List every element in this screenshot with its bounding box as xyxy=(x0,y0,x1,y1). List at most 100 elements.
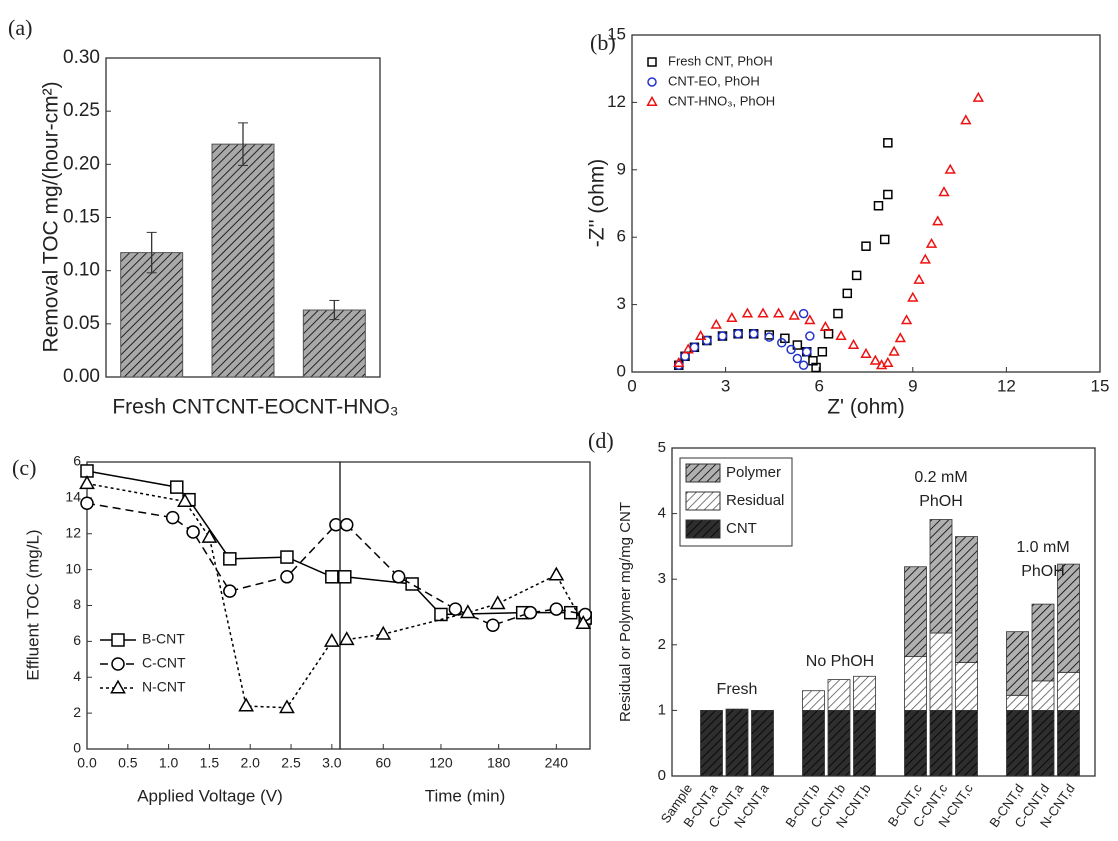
x-tick-label: 2.0 xyxy=(240,755,260,771)
x-tick-label: 15 xyxy=(1091,376,1110,395)
data-point xyxy=(888,345,900,356)
y-tick-label: 12 xyxy=(607,92,626,111)
x-tick-label: 3 xyxy=(721,376,730,395)
data-point xyxy=(405,577,419,591)
y-tick-label: 6 xyxy=(73,453,81,469)
data-point xyxy=(733,329,743,339)
data-point xyxy=(873,200,884,211)
data-point xyxy=(575,615,592,629)
legend-label: C-CNT xyxy=(142,655,186,671)
annotation: PhOH xyxy=(1021,563,1065,580)
x-tick-label: 240 xyxy=(545,755,569,771)
legend-marker xyxy=(646,95,658,106)
bar-segment xyxy=(1031,680,1055,711)
y-tick-label: 6 xyxy=(617,227,626,246)
data-point xyxy=(748,329,759,339)
data-point xyxy=(900,314,913,325)
bar-segment xyxy=(929,632,953,711)
y-tick-label: 0.15 xyxy=(63,207,100,228)
data-point xyxy=(907,291,919,302)
data-point xyxy=(280,550,294,564)
legend-marker xyxy=(647,57,657,67)
data-point xyxy=(280,570,294,584)
data-point xyxy=(883,138,893,148)
data-point xyxy=(786,344,796,355)
legend-marker xyxy=(647,77,657,87)
data-point xyxy=(391,570,406,584)
y-axis-label: Removal TOC mg/(hour-cm²) xyxy=(40,81,63,352)
annotation: Fresh xyxy=(717,681,758,698)
bar-segment xyxy=(904,566,927,658)
data-point xyxy=(882,356,894,367)
data-point xyxy=(835,329,847,341)
data-point xyxy=(883,189,893,200)
x-tick-label: 9 xyxy=(908,376,917,395)
y-tick-label: 1 xyxy=(658,701,666,718)
data-point xyxy=(913,273,925,284)
y-tick-label: 5 xyxy=(658,439,666,456)
data-point xyxy=(486,618,500,632)
y-tick-label: 14 xyxy=(65,489,81,505)
legend-marker xyxy=(111,633,125,647)
y-tick-label: 0 xyxy=(617,361,626,380)
data-point xyxy=(186,525,200,539)
data-point xyxy=(960,114,972,125)
y-tick-label: 0.05 xyxy=(63,313,100,334)
y-tick-label: 3 xyxy=(617,294,626,313)
x-tick-label: CNT-HNO₃ xyxy=(294,396,398,419)
plot-frame xyxy=(86,461,341,750)
x-tick-label: 3.0 xyxy=(322,755,342,771)
bar-segment xyxy=(700,710,723,777)
bar-segment xyxy=(751,710,774,777)
bar-segment xyxy=(827,710,851,777)
data-point xyxy=(833,308,843,319)
data-point xyxy=(925,237,938,248)
data-point xyxy=(323,632,340,647)
y-tick-label: 0 xyxy=(658,767,666,784)
x-axis-label: Z' (ohm) xyxy=(827,396,905,419)
series-line xyxy=(86,470,333,578)
data-point xyxy=(801,347,812,357)
panel-label: (a) xyxy=(8,15,32,40)
data-point xyxy=(223,584,237,598)
bar-segment xyxy=(1031,603,1055,682)
plot-frame xyxy=(671,447,1096,777)
data-point xyxy=(523,605,538,620)
bar-segment xyxy=(1057,671,1080,711)
y-tick-label: 3 xyxy=(658,570,666,587)
bar-segment xyxy=(1006,694,1029,711)
data-point xyxy=(757,307,769,318)
data-point xyxy=(798,360,809,371)
data-point xyxy=(808,356,818,366)
data-point xyxy=(549,602,564,616)
y-tick-label: 0.00 xyxy=(63,366,100,387)
data-point xyxy=(792,353,803,364)
x-tick-label: 2.5 xyxy=(281,755,301,771)
x-tick-label: 1.5 xyxy=(200,755,220,771)
x-tick-label: 120 xyxy=(429,755,453,771)
bar-segment xyxy=(929,710,953,777)
bar xyxy=(211,143,275,378)
bar-segment xyxy=(802,690,825,711)
bar-segment xyxy=(802,710,825,777)
y-tick-label: 0.20 xyxy=(63,153,100,174)
x-tick-label: CNT-EO xyxy=(215,396,294,419)
bar xyxy=(302,309,366,378)
y-tick-label: 12 xyxy=(65,524,81,540)
data-point xyxy=(772,307,785,318)
data-point xyxy=(279,699,295,714)
data-point xyxy=(434,607,448,622)
data-point xyxy=(879,234,890,245)
panel-label: (b) xyxy=(590,30,616,55)
y-tick-label: 4 xyxy=(658,505,666,522)
bar-segment xyxy=(955,710,978,777)
plot-frame xyxy=(339,461,591,750)
bar-segment xyxy=(929,519,953,634)
data-point xyxy=(726,311,738,323)
y-tick-label: 0 xyxy=(73,740,81,756)
legend-swatch xyxy=(685,519,721,539)
data-point xyxy=(788,309,800,320)
data-point xyxy=(851,270,862,281)
